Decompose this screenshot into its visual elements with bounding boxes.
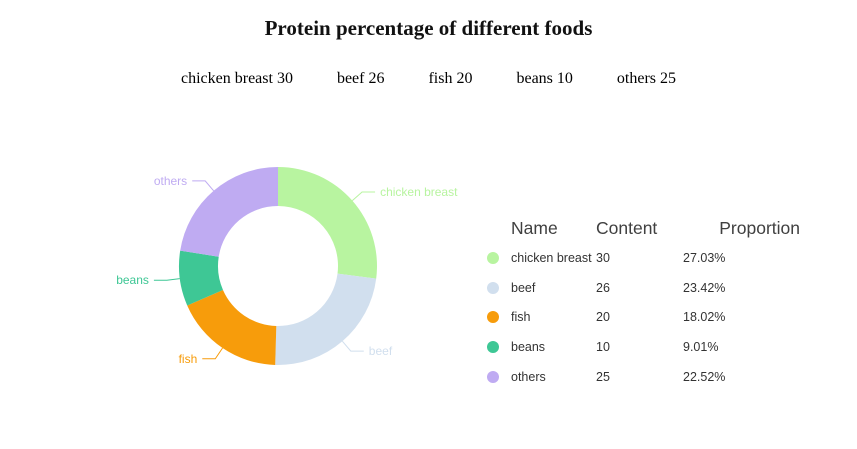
cell-name: fish	[511, 310, 531, 325]
table-row: chicken breast 30 27.03%	[483, 243, 803, 273]
color-dot-icon	[487, 370, 499, 383]
legend-item-fish[interactable]: fish 20	[428, 70, 473, 87]
table-header-name: Name	[511, 217, 558, 238]
table-row: beans 10 9.01%	[483, 332, 803, 362]
cell-content: 25	[596, 369, 610, 384]
legend-item-beans[interactable]: beans 10	[516, 70, 573, 87]
cell-name: chicken breast	[511, 250, 592, 265]
data-table: Name Content Proportion chicken breast 30…	[483, 213, 803, 391]
legend-item-beef[interactable]: beef 26	[336, 70, 385, 87]
color-dot-icon	[487, 251, 499, 264]
legend-item-chicken-breast[interactable]: chicken breast 30	[180, 70, 293, 87]
pie-label-line	[153, 278, 180, 281]
cell-name: others	[511, 369, 546, 384]
pie-label-chicken-breast: chicken breast	[380, 185, 458, 199]
pie-label-line	[202, 347, 223, 360]
pie-label-fish: fish	[179, 352, 198, 366]
cell-content: 30	[596, 250, 610, 265]
pie-slice-beef[interactable]	[275, 273, 377, 365]
cell-name: beans	[511, 339, 546, 354]
pie-label-line	[351, 191, 376, 201]
cell-content: 20	[596, 310, 610, 325]
cell-proportion: 18.02%	[683, 310, 726, 325]
pie-label-others: others	[154, 174, 187, 188]
table-body: chicken breast 30 27.03% beef 26 23.42% fish 20…	[483, 243, 803, 391]
cell-proportion: 27.03%	[683, 250, 726, 265]
table-header-proportion: Proportion	[719, 217, 800, 238]
cell-content: 10	[596, 339, 610, 354]
pie-label-beans: beans	[116, 273, 149, 287]
table-header-content: Content	[596, 217, 658, 238]
color-dot-icon	[487, 311, 499, 324]
pie-slice-fish[interactable]	[187, 289, 277, 365]
legend-item-others[interactable]: others 25	[616, 70, 677, 87]
chart-title: Protein percentage of different foods	[264, 16, 593, 40]
cell-proportion: 9.01%	[683, 339, 719, 354]
pie-slice-others[interactable]	[180, 167, 278, 257]
table-row: others 25 22.52%	[483, 362, 803, 392]
color-dot-icon	[487, 281, 499, 294]
cell-name: beef	[511, 280, 536, 295]
table-row: fish 20 18.02%	[483, 302, 803, 332]
color-dot-icon	[487, 340, 499, 353]
cell-proportion: 22.52%	[683, 369, 726, 384]
pie-slice-chicken-breast[interactable]	[278, 167, 377, 279]
cell-proportion: 23.42%	[683, 280, 726, 295]
table-header-row: Name Content Proportion	[483, 213, 803, 243]
pie-label-line	[192, 180, 215, 192]
cell-content: 26	[596, 280, 610, 295]
pie-slice-beans[interactable]	[179, 250, 223, 306]
table-row: beef 26 23.42%	[483, 273, 803, 303]
pie-label-beef: beef	[369, 344, 393, 358]
chart-legend: chicken breast 30 beef 26 fish 20 beans 10 o…	[0, 70, 857, 88]
pie-label-line	[341, 340, 364, 352]
